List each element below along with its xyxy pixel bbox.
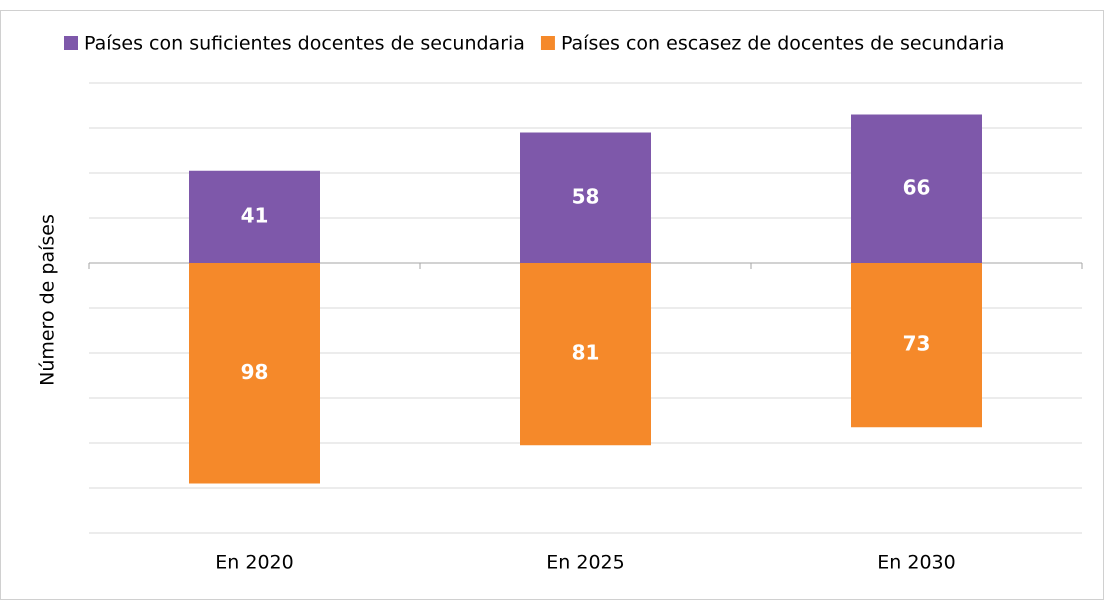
legend-label: Países con suficientes docentes de secun… xyxy=(84,33,525,55)
x-tick-label: En 2020 xyxy=(215,552,293,574)
bar xyxy=(520,132,651,263)
data-label: 73 xyxy=(903,332,931,356)
data-label: 66 xyxy=(903,175,931,199)
bar xyxy=(851,114,982,263)
bar xyxy=(189,170,320,263)
x-tick-label: En 2030 xyxy=(877,552,955,574)
legend-swatch xyxy=(540,36,555,50)
bar xyxy=(520,263,651,446)
data-label: 58 xyxy=(572,184,600,208)
bar xyxy=(189,263,320,484)
x-tick-label: En 2025 xyxy=(546,552,624,574)
y-axis-label: Número de países xyxy=(37,214,59,386)
data-label: 81 xyxy=(572,341,600,365)
legend-swatch xyxy=(64,36,78,50)
legend-label: Países con escasez de docentes de secund… xyxy=(561,33,1005,55)
data-label: 41 xyxy=(241,203,269,227)
bar xyxy=(851,263,982,428)
data-label: 98 xyxy=(241,360,269,384)
